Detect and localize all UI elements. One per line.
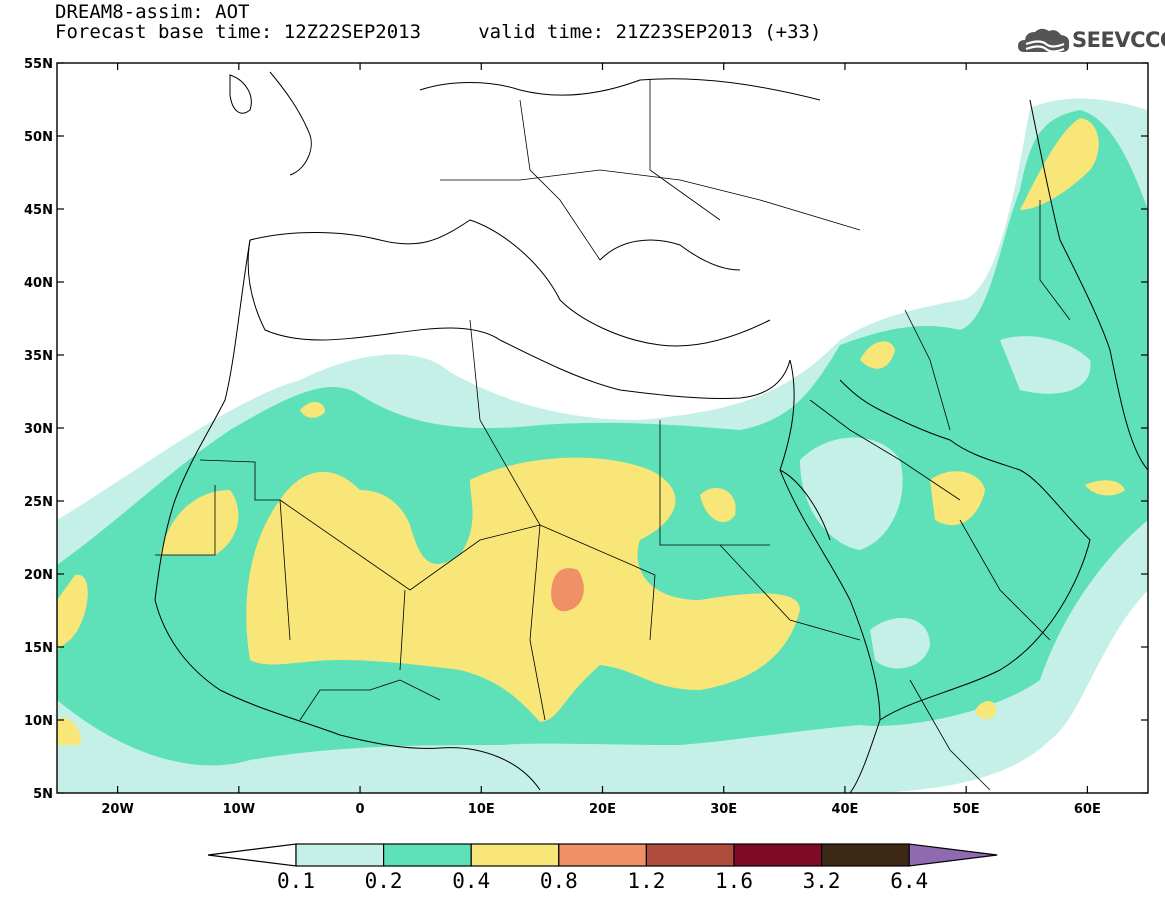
aot-band-0.4-patch (57, 574, 88, 650)
aot-band-0.4-patch (860, 341, 895, 369)
coastlines (154, 71, 1148, 793)
aot-band-0.4-patch (1085, 480, 1125, 496)
aot-band-0.4-patch (300, 401, 325, 418)
forecast-times: Forecast base time: 12Z22SEP2013 valid t… (55, 21, 822, 43)
aot-band-0.1-hole (1000, 336, 1091, 394)
colorbar-segment (295, 843, 385, 867)
lat-tick-label: 45N (24, 203, 53, 218)
lon-tick-label: 20E (589, 802, 616, 817)
lat-tick-label: 35N (24, 349, 53, 364)
aot-band-0.8 (551, 568, 584, 612)
map-title: DREAM8-assim: AOT (55, 1, 250, 23)
lat-tick-label: 30N (24, 422, 53, 437)
aot-band-0.4-patch (700, 487, 736, 523)
logo-text: SEEVCCC (1072, 28, 1165, 52)
lat-tick-label: 5N (33, 787, 53, 802)
colorbar-segment (558, 843, 647, 867)
colorbar-label: 3.2 (803, 869, 841, 893)
lat-tick-label: 25N (24, 495, 53, 510)
colorbar-segment (733, 843, 823, 867)
colorbar-label: 1.2 (627, 869, 665, 893)
lat-tick-label: 55N (24, 57, 53, 72)
aot-band-0.4-patch (975, 700, 996, 720)
colorbar-label: 0.4 (452, 869, 490, 893)
colorbar-label: 0.1 (277, 869, 315, 893)
colorbar-lower-triangle (207, 843, 297, 867)
axis-ticks (57, 62, 1148, 794)
colorbar-label: 0.2 (365, 869, 403, 893)
aot-band-0.2 (57, 110, 1148, 766)
lat-tick-label: 50N (24, 130, 53, 145)
aot-band-0.4-patch (160, 490, 239, 555)
lon-tick-label: 30E (710, 802, 737, 817)
aot-contours (57, 71, 1148, 793)
colorbar-segment (470, 843, 560, 867)
colorbar-label: 1.6 (715, 869, 753, 893)
aot-band-0.4 (246, 457, 800, 722)
seevccc-logo: SEEVCCC (1016, 24, 1165, 56)
lon-tick-label: 20W (101, 802, 133, 817)
lat-tick-label: 20N (24, 568, 53, 583)
lon-tick-label: 50E (953, 802, 980, 817)
lon-tick-label: 0 (356, 802, 365, 817)
aot-band-0.1-hole (870, 618, 930, 669)
colorbar-segment (820, 843, 910, 867)
aot-band-0.4-patch (1020, 118, 1099, 210)
lat-tick-label: 40N (24, 276, 53, 291)
lat-tick-label: 15N (24, 641, 53, 656)
lat-tick-label: 10N (24, 714, 53, 729)
colorbar: 0.1 0.2 0.4 0.8 1.2 1.6 3.2 6.4 (207, 843, 998, 893)
cloud-icon (1018, 28, 1070, 53)
colorbar-segment (645, 843, 735, 867)
colorbar-label: 0.8 (540, 869, 578, 893)
colorbar-segment (383, 843, 472, 867)
colorbar-upper-triangle (908, 843, 998, 867)
latitude-labels: 55N 50N 45N 40N 35N 30N 25N 20N 15N 10N 5N (24, 57, 53, 802)
aot-band-0.4-patch (57, 717, 81, 745)
lon-tick-label: 10E (468, 802, 495, 817)
lon-tick-label: 10W (223, 802, 255, 817)
lon-tick-label: 40E (831, 802, 858, 817)
colorbar-label: 6.4 (890, 869, 928, 893)
longitude-labels: 20W 10W 0 10E 20E 30E 40E 50E 60E (101, 802, 1100, 817)
lon-tick-label: 60E (1074, 802, 1101, 817)
country-borders (155, 80, 1071, 791)
aot-band-0.1-hole (800, 437, 903, 550)
